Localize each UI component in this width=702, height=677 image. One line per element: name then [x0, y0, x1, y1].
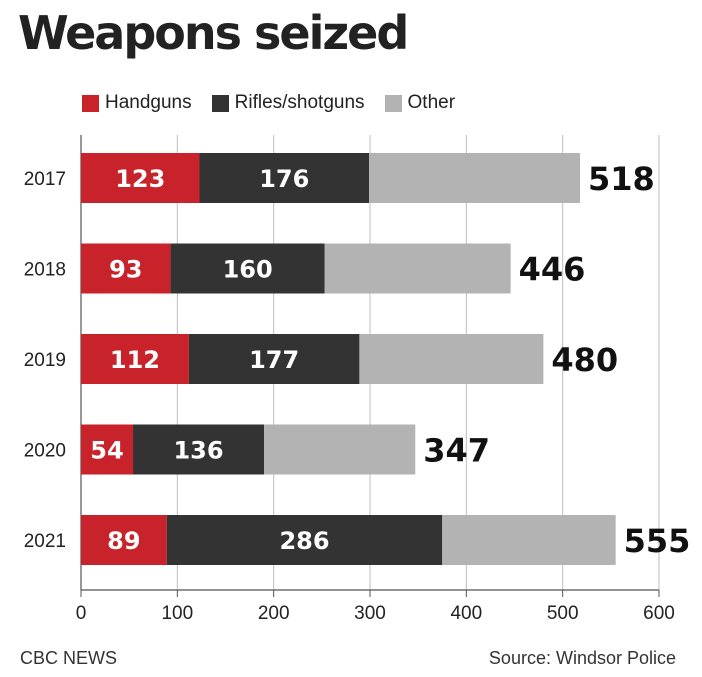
- data-label-handguns-2019: 112: [110, 346, 160, 374]
- data-label-rifles-shotguns-2017: 176: [259, 165, 309, 193]
- x-tick-label-400: 400: [450, 603, 482, 624]
- x-tick-label-600: 600: [643, 603, 675, 624]
- legend-label-rifles-shotguns: Rifles/shotguns: [234, 92, 365, 113]
- legend-item-other: Other: [384, 92, 456, 114]
- bar-handguns-2018: [81, 243, 171, 294]
- bar-handguns-2020: [81, 424, 134, 475]
- legend: Handguns Rifles/shotguns Other: [82, 92, 475, 114]
- total-label-2019: 480: [551, 341, 618, 379]
- bar-other-2019: [359, 334, 544, 384]
- category-label-2021: 2021: [24, 531, 66, 552]
- total-label-2021: 555: [624, 522, 691, 560]
- category-label-2020: 2020: [24, 441, 66, 462]
- category-label-2019: 2019: [24, 350, 66, 371]
- total-label-2018: 446: [519, 251, 586, 289]
- legend-swatch-rifles-shotguns: [211, 94, 229, 112]
- x-tick-label-300: 300: [354, 603, 386, 624]
- bar-rifles-shotguns-2020: [133, 424, 265, 475]
- credit-cbc-news: CBC NEWS: [20, 648, 118, 668]
- data-label-rifles-shotguns-2020: 136: [173, 437, 223, 465]
- total-label-2020: 347: [423, 432, 490, 470]
- source-note: Source: Windsor Police: [488, 648, 676, 668]
- legend-item-handguns: Handguns: [82, 92, 192, 114]
- data-label-rifles-shotguns-2019: 177: [249, 346, 299, 374]
- bar-other-2020: [264, 424, 416, 475]
- bar-other-2018: [324, 243, 511, 294]
- chart-title: Weapons seized: [18, 6, 409, 60]
- bar-other-2021: [442, 515, 616, 565]
- x-tick-label-100: 100: [161, 603, 193, 624]
- bar-rifles-shotguns-2019: [188, 334, 360, 384]
- data-label-handguns-2020: 54: [90, 437, 123, 465]
- x-tick-label-500: 500: [547, 603, 579, 624]
- data-label-handguns-2017: 123: [115, 165, 165, 193]
- category-label-2018: 2018: [24, 260, 66, 281]
- bar-handguns-2017: [81, 153, 200, 203]
- bar-handguns-2019: [81, 334, 189, 384]
- legend-label-handguns: Handguns: [105, 92, 192, 113]
- legend-label-other: Other: [407, 92, 456, 113]
- data-label-handguns-2018: 93: [109, 256, 142, 284]
- legend-item-rifles-shotguns: Rifles/shotguns: [211, 92, 365, 114]
- category-label-2017: 2017: [24, 169, 66, 190]
- x-tick-label-200: 200: [258, 603, 290, 624]
- legend-swatch-other: [384, 94, 402, 112]
- bar-rifles-shotguns-2018: [170, 243, 325, 294]
- bar-handguns-2021: [81, 515, 167, 565]
- bar-rifles-shotguns-2017: [199, 153, 370, 203]
- legend-swatch-handguns: [82, 94, 99, 112]
- bar-other-2017: [369, 153, 581, 203]
- x-tick-label-0: 0: [76, 603, 87, 624]
- bar-rifles-shotguns-2021: [166, 515, 443, 565]
- data-label-rifles-shotguns-2021: 286: [279, 527, 329, 555]
- data-label-rifles-shotguns-2018: 160: [223, 256, 273, 284]
- total-label-2017: 518: [588, 160, 655, 198]
- data-label-handguns-2021: 89: [107, 527, 140, 555]
